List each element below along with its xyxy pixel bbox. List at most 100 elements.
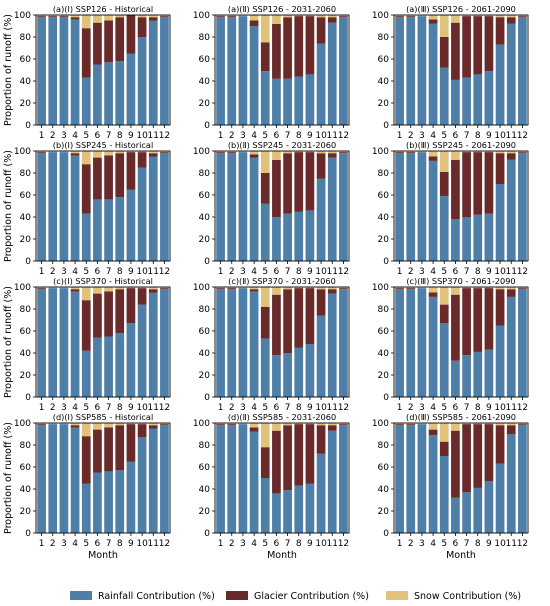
rainfall-bar: [518, 425, 527, 533]
glacier-bar: [216, 424, 225, 426]
rainfall-bar: [283, 353, 292, 397]
snow-bar: [339, 287, 348, 289]
x-tick-label: 2: [50, 131, 56, 141]
y-tick-label: 100: [372, 419, 389, 429]
plot-frame: [35, 422, 171, 534]
snow-bar: [473, 15, 483, 17]
snow-bar: [227, 151, 237, 153]
rainfall-bar: [238, 288, 248, 397]
y-tick-label: 20: [20, 235, 32, 245]
snow-bar: [216, 423, 225, 425]
snow-bar: [115, 423, 125, 426]
rainfall-bar: [137, 304, 147, 397]
x-tick-label: 4: [251, 403, 257, 413]
x-tick-label: 5: [441, 131, 447, 141]
rainfall-bar: [148, 156, 158, 261]
glacier-bar: [495, 289, 505, 326]
rainfall-bar: [227, 17, 237, 126]
rainfall-bar: [160, 425, 169, 533]
x-tick-label: 9: [486, 539, 492, 549]
glacier-bar: [439, 37, 449, 68]
plot-frame: [214, 422, 350, 534]
rainfall-bar: [406, 17, 416, 126]
glacier-bar: [148, 425, 158, 429]
x-tick-label: 6: [95, 267, 101, 277]
rainfall-bar: [148, 20, 158, 125]
rainfall-bar: [115, 61, 125, 125]
x-tick-label: 1: [218, 539, 224, 549]
snow-bar: [93, 151, 102, 158]
rainfall-bar: [406, 289, 416, 397]
snow-bar: [48, 151, 58, 153]
rainfall-bar: [305, 344, 315, 397]
rainfall-bar: [484, 349, 494, 397]
snow-bar: [305, 151, 315, 153]
rainfall-bar: [428, 160, 438, 261]
glacier-bar: [126, 152, 136, 190]
y-tick-label: 40: [20, 485, 32, 495]
rainfall-bar: [305, 483, 315, 533]
y-tick-label: 40: [199, 485, 211, 495]
x-tick-label: 8: [117, 403, 123, 413]
x-tick-label: 9: [128, 539, 134, 549]
rainfall-bar: [417, 288, 427, 397]
snow-bar: [495, 15, 505, 18]
y-axis-label: Proportion of runoff (%): [3, 14, 14, 126]
x-tick-label: 6: [274, 539, 280, 549]
rainfall-bar: [294, 211, 304, 261]
x-tick-label: 11: [506, 267, 517, 277]
y-tick-label: 20: [20, 507, 32, 517]
snow-bar: [227, 287, 237, 289]
y-axis-label: Proportion of runoff (%): [3, 150, 14, 262]
glacier-bar: [249, 289, 259, 292]
x-tick-label: 1: [397, 131, 403, 141]
panel-title: (b)(Ⅰ) SSP245 - Historical: [53, 140, 153, 150]
glacier-bar: [339, 288, 348, 290]
snow-bar: [137, 151, 147, 153]
rainfall-bar: [37, 425, 46, 533]
x-tick-label: 7: [464, 539, 470, 549]
x-tick-label: 11: [506, 131, 517, 141]
glacier-bar: [316, 153, 326, 179]
rainfall-bar: [451, 497, 460, 533]
x-tick-label: 11: [327, 131, 338, 141]
x-tick-label: 7: [285, 403, 291, 413]
snow-bar: [484, 151, 494, 153]
glacier-bar: [428, 429, 438, 436]
x-tick-label: 5: [83, 403, 89, 413]
x-tick-label: 3: [419, 131, 425, 141]
snow-bar: [93, 287, 102, 294]
glacier-bar: [283, 153, 292, 214]
glacier-bar: [160, 288, 169, 290]
snow-bar: [395, 423, 404, 425]
rainfall-bar: [238, 424, 248, 533]
rainfall-bar: [395, 153, 404, 261]
x-tick-label: 8: [475, 131, 481, 141]
glacier-bar: [81, 300, 91, 351]
snow-bar: [294, 287, 304, 289]
x-tick-label: 4: [430, 267, 436, 277]
glacier-bar: [227, 424, 237, 426]
x-tick-label: 9: [307, 539, 313, 549]
snow-bar: [484, 423, 494, 425]
glacier-bar: [81, 164, 91, 214]
snow-bar: [462, 151, 471, 153]
rainfall-bar: [518, 17, 527, 126]
snow-bar: [439, 15, 449, 37]
glacier-bar: [70, 425, 80, 428]
rainfall-bar: [93, 472, 102, 533]
y-tick-label: 80: [199, 441, 211, 451]
legend-swatch: [386, 591, 408, 600]
rainfall-bar: [70, 155, 80, 261]
x-tick-label: 11: [148, 131, 159, 141]
y-tick-label: 0: [383, 529, 389, 539]
glacier-bar: [506, 425, 516, 434]
snow-bar: [294, 423, 304, 425]
snow-bar: [417, 15, 427, 17]
x-tick-label: 1: [397, 267, 403, 277]
glacier-bar: [406, 288, 416, 290]
glacier-bar: [518, 424, 527, 426]
x-tick-label: 12: [517, 539, 528, 549]
snow-bar: [339, 15, 348, 17]
glacier-bar: [137, 288, 147, 305]
